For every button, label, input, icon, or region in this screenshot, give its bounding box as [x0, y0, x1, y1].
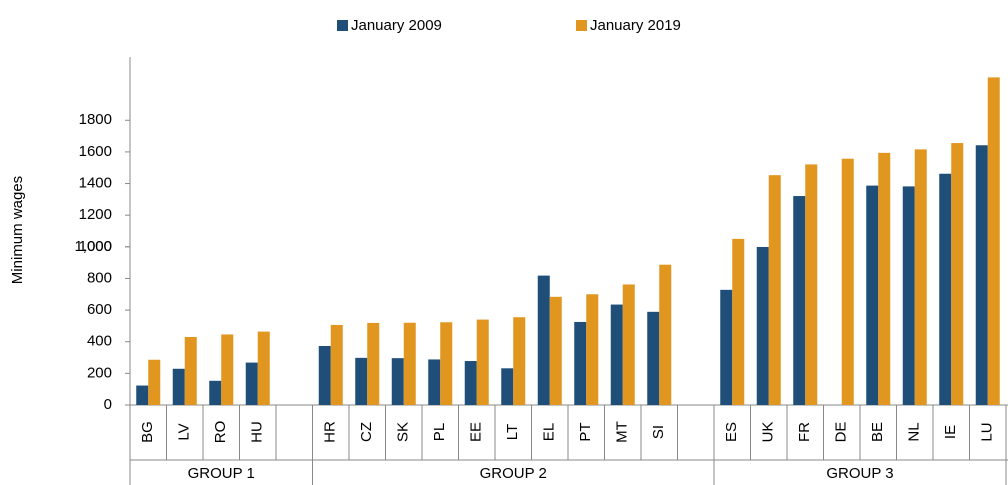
bar: [367, 322, 380, 405]
bar: [513, 317, 526, 405]
bar: [245, 362, 258, 405]
group-label: GROUP 1: [188, 465, 255, 482]
x-tick-label: MT: [614, 421, 631, 443]
bar: [732, 238, 745, 405]
y-tick-label: 800: [87, 269, 112, 286]
bar: [501, 368, 514, 405]
bar: [793, 196, 806, 405]
x-tick-label: BG: [139, 421, 156, 443]
x-tick-label: UK: [760, 422, 777, 443]
x-tick-label: IE: [942, 425, 959, 439]
bar: [574, 321, 587, 405]
x-tick-label: LT: [504, 424, 521, 440]
bar: [902, 186, 915, 405]
bar: [659, 264, 672, 405]
y-tick-label: 400: [87, 333, 112, 350]
y-tick-label: 1800: [79, 111, 112, 128]
bar: [428, 359, 441, 405]
bar: [355, 357, 368, 405]
bar: [622, 284, 635, 405]
x-tick-label: LU: [979, 422, 996, 441]
bar: [209, 380, 222, 405]
bar: [975, 145, 988, 406]
bar: [914, 149, 927, 405]
y-tick-label: 1400: [79, 175, 112, 192]
legend-swatch: [337, 20, 348, 31]
x-tick-label: PT: [577, 422, 594, 441]
bar: [549, 296, 562, 405]
bar: [756, 246, 769, 405]
bar: [866, 185, 879, 405]
x-tick-label: EE: [468, 422, 485, 442]
x-tick-label: ES: [723, 422, 740, 442]
bar: [951, 143, 964, 405]
y-tick-label: 1600: [79, 143, 112, 160]
bar: [148, 359, 161, 405]
bar: [391, 358, 404, 405]
bar: [768, 175, 781, 405]
bar: [805, 164, 818, 405]
y-tick-label: 200: [87, 364, 112, 381]
x-tick-label: NL: [906, 422, 923, 441]
bar: [476, 319, 489, 405]
x-tick-label: DE: [833, 422, 850, 443]
y-tick-label: 1,000: [74, 238, 112, 255]
bar: [878, 152, 891, 405]
bar: [221, 334, 234, 405]
x-tick-label: RO: [212, 421, 229, 444]
bar: [537, 275, 550, 405]
bar: [939, 173, 952, 405]
x-tick-label: CZ: [358, 422, 375, 442]
bar: [464, 361, 477, 405]
y-axis-label: Minimum wages: [9, 176, 26, 284]
group-label: GROUP 3: [826, 465, 893, 482]
x-tick-label: SI: [650, 425, 667, 439]
legend-label: January 2019: [590, 17, 681, 34]
legend-label: January 2009: [351, 17, 442, 34]
bar: [172, 368, 185, 405]
group-label: GROUP 2: [480, 465, 547, 482]
x-tick-label: EL: [541, 423, 558, 441]
bar: [403, 322, 416, 405]
bar: [257, 331, 270, 405]
bar: [184, 336, 197, 405]
bar: [610, 304, 623, 405]
y-tick-label: 0: [104, 396, 112, 413]
x-tick-label: SK: [395, 422, 412, 442]
x-tick-label: HU: [249, 421, 266, 443]
bar: [987, 77, 1000, 405]
bar: [586, 294, 599, 405]
bar: [720, 289, 733, 405]
bar: [440, 322, 453, 405]
y-tick-label: 600: [87, 301, 112, 318]
y-tick-label: 1200: [79, 206, 112, 223]
x-tick-label: BE: [869, 422, 886, 442]
x-tick-label: FR: [796, 422, 813, 442]
bar: [136, 385, 149, 405]
legend-swatch: [576, 20, 587, 31]
x-tick-label: PL: [431, 423, 448, 441]
x-tick-label: LV: [176, 423, 193, 440]
y-tick-label: 1000: [79, 238, 112, 255]
bar: [318, 345, 331, 405]
x-tick-label: HR: [322, 421, 339, 443]
bar: [330, 324, 343, 405]
bar: [647, 311, 660, 405]
bar: [841, 158, 854, 405]
